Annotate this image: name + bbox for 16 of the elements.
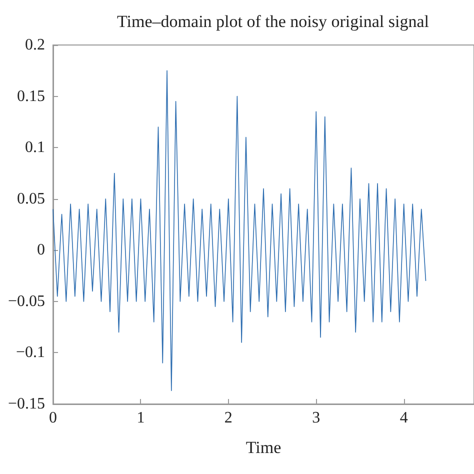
y-tick-label: 0.05 <box>17 190 45 208</box>
y-tick-label: 0.2 <box>25 36 45 54</box>
x-axis-title: Time <box>246 438 282 457</box>
x-tick-label: 0 <box>49 410 57 426</box>
x-tick-label: 1 <box>136 410 145 426</box>
x-tick-label: 4 <box>400 410 408 426</box>
y-tick-label: 0.15 <box>17 88 45 105</box>
x-tick-label: 3 <box>312 410 320 426</box>
y-tick-label: 0.1 <box>25 139 45 156</box>
line-series <box>52 70 426 392</box>
y-tick-label: −0.1 <box>16 344 45 362</box>
y-tick-label: 0 <box>37 242 45 259</box>
y-tick-label: −0.05 <box>8 292 45 310</box>
chart-title: Time–domain plot of the noisy original signal <box>117 12 430 31</box>
y-tick-label: −0.15 <box>8 396 45 412</box>
x-tick-label: 2 <box>224 410 232 426</box>
